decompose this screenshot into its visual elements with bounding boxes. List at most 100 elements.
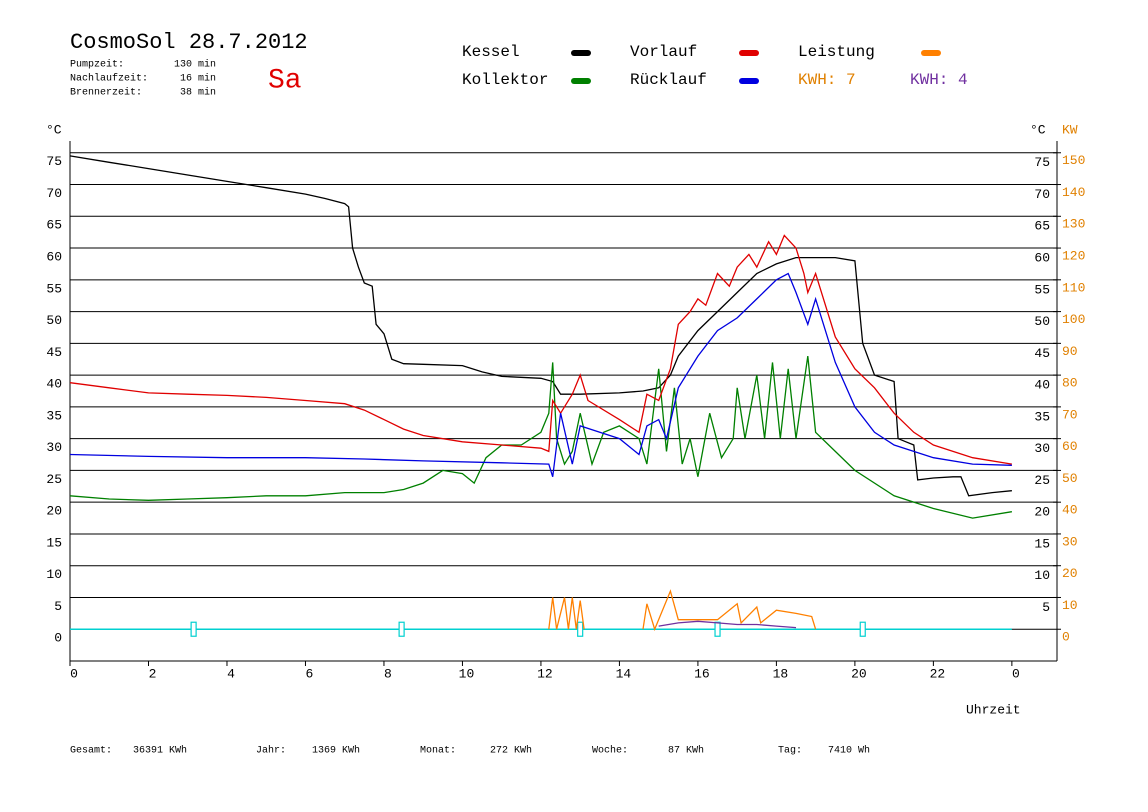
y2-tick-label: 0 <box>1062 630 1070 645</box>
marker <box>577 621 584 637</box>
y2-tick-label: 120 <box>1062 248 1085 263</box>
total-label: Jahr: <box>256 745 286 757</box>
y-tick-label: 10 <box>46 567 62 582</box>
total-label: Gesamt: <box>70 746 112 757</box>
y-axis-label: °C <box>46 122 62 137</box>
total-label: Woche: <box>592 745 628 757</box>
total-value: 7410 Wh <box>828 745 870 757</box>
y2-tick-label: 90 <box>1062 344 1078 359</box>
y2-tick-label: 60 <box>1062 439 1078 454</box>
series-line <box>548 589 817 632</box>
y-tick-label: 0 <box>54 631 62 646</box>
marker <box>859 621 866 637</box>
info-value: 38 min <box>180 87 216 99</box>
y2-tick-label: 10 <box>1062 598 1078 613</box>
y2-tick-label-c: 65 <box>1034 219 1050 234</box>
y-tick-label: 45 <box>46 345 62 360</box>
total-label: Monat: <box>420 746 456 757</box>
y2-tick-label: 140 <box>1062 185 1085 200</box>
series-line <box>69 272 1012 477</box>
x-tick-label: 2 <box>149 666 157 681</box>
x-tick-label: 22 <box>930 666 946 681</box>
series-line <box>658 620 797 629</box>
legend-label: Rücklauf <box>630 71 707 89</box>
info-label: Brennerzeit: <box>70 87 142 99</box>
series-line <box>69 234 1013 465</box>
day: Sa <box>268 65 302 96</box>
series-line <box>69 356 1013 519</box>
kwh-label: KWH: 7 <box>798 71 856 89</box>
y2-tick-label: 150 <box>1062 153 1085 168</box>
x-tick-label: 6 <box>306 666 314 681</box>
x-tick-label: 10 <box>459 666 475 681</box>
y-tick-label: 55 <box>46 281 62 296</box>
y2-tick-label-c: 50 <box>1034 314 1050 329</box>
y-tick-label: 50 <box>46 313 62 328</box>
y2-tick-label: 50 <box>1062 471 1078 486</box>
y-tick-label: 5 <box>54 599 62 614</box>
y-tick-label: 65 <box>46 218 62 233</box>
total-value: 272 KWh <box>490 745 532 757</box>
x-tick-label: 18 <box>773 666 789 681</box>
total-value: 1369 KWh <box>312 745 360 757</box>
y2-tick-label: 100 <box>1062 312 1085 327</box>
y-tick-label: 25 <box>46 472 62 487</box>
y2-tick-label-c: 45 <box>1034 346 1050 361</box>
y2-tick-label-c: 55 <box>1034 282 1050 297</box>
info-value: 130 min <box>174 59 216 71</box>
y-tick-label: 60 <box>46 249 62 264</box>
y2-tick-label: 30 <box>1062 534 1078 549</box>
y-tick-label: 30 <box>46 440 62 455</box>
y2-tick-label-c: 70 <box>1034 187 1050 202</box>
marker <box>398 621 405 637</box>
y2-tick-label: 110 <box>1062 280 1085 295</box>
marker <box>190 621 197 637</box>
legend-label: Kollektor <box>462 71 548 89</box>
y2-tick-label: 80 <box>1062 376 1078 391</box>
total-label: Tag: <box>778 746 802 757</box>
y2-tick-label-c: 25 <box>1034 473 1050 488</box>
x-tick-label: 4 <box>227 666 235 681</box>
y2-tick-label: 70 <box>1062 407 1078 422</box>
x-tick-label: 0 <box>1012 666 1020 681</box>
y-tick-label: 20 <box>46 504 62 519</box>
total-value: 87 KWh <box>668 745 704 757</box>
y2-tick-label-c: 35 <box>1034 409 1050 424</box>
x-tick-label: 16 <box>694 666 710 681</box>
y2-tick-label-c: 5 <box>1042 600 1050 615</box>
y2-tick-label: 20 <box>1062 566 1078 581</box>
y2-tick-label-c: 30 <box>1034 441 1050 456</box>
series-line <box>69 155 1012 497</box>
kwh-label: KWH: 4 <box>910 71 968 89</box>
y2-tick-label: 130 <box>1062 217 1085 232</box>
y2-tick-label-c: 60 <box>1034 250 1050 265</box>
y2-tick-label-c: 40 <box>1034 378 1050 393</box>
y-tick-label: 75 <box>46 154 62 169</box>
legend-label: Leistung <box>798 43 875 61</box>
legend-label: Kessel <box>462 43 520 61</box>
y-tick-label: 70 <box>46 186 62 201</box>
y-tick-label: 15 <box>46 535 62 550</box>
x-tick-label: 8 <box>384 666 392 681</box>
info-label: Nachlaufzeit: <box>70 73 148 85</box>
info-value: 16 min <box>180 73 216 85</box>
y2-tick-label-c: 75 <box>1034 155 1050 170</box>
x-tick-label: 14 <box>616 666 632 681</box>
marker <box>714 621 721 637</box>
x-tick-label: 12 <box>537 666 553 681</box>
y2-tick-label: 40 <box>1062 503 1078 518</box>
y2-axis-label: KW <box>1062 122 1078 137</box>
y-tick-label: 35 <box>46 408 62 423</box>
info-label: Pumpzeit: <box>70 59 124 71</box>
y2-tick-label-c: 15 <box>1034 536 1050 551</box>
y2-axis-label-c: °C <box>1030 122 1046 137</box>
y-tick-label: 40 <box>46 377 62 392</box>
y2-tick-label-c: 20 <box>1034 505 1050 520</box>
x-axis-label: Uhrzeit <box>966 702 1021 717</box>
total-value: 36391 KWh <box>133 745 187 757</box>
x-tick-label: 20 <box>851 666 867 681</box>
x-tick-label: 0 <box>70 666 78 681</box>
legend-label: Vorlauf <box>630 43 697 61</box>
y2-tick-label-c: 10 <box>1034 568 1050 583</box>
